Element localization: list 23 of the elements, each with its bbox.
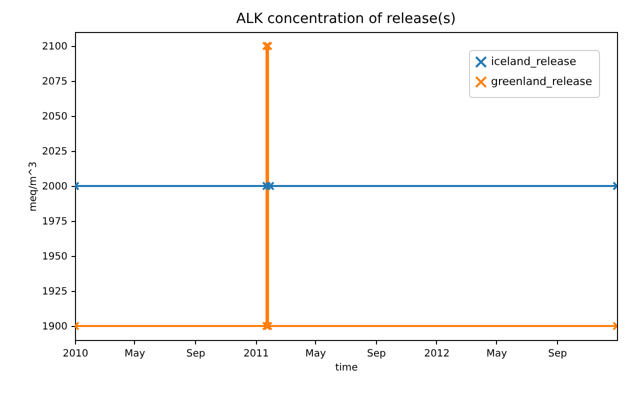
y-axis-title: meq/m^3	[28, 161, 40, 212]
y-tick-label: 2025	[42, 146, 68, 158]
x-tick-label: 2011	[243, 348, 269, 360]
x-tick-label: May	[305, 348, 326, 360]
y-tick-label: 1925	[42, 286, 68, 298]
x-tick-label: Sep	[186, 348, 206, 360]
legend-label: iceland_release	[491, 55, 576, 68]
y-tick-label: 2075	[42, 76, 68, 88]
y-tick-label: 2100	[42, 42, 68, 52]
x-tick-label: Sep	[367, 348, 386, 360]
y-tick-label: 1900	[42, 322, 68, 332]
y-tick-label: 1975	[42, 216, 68, 228]
x-tick-label: May	[124, 348, 146, 360]
x-tick-label: 2012	[424, 348, 450, 360]
x-axis-title: time	[335, 362, 358, 374]
chart-title: ALK concentration of release(s)	[236, 11, 456, 27]
y-tick-label: 2000	[42, 182, 68, 192]
x-tick-label: 2010	[62, 348, 88, 360]
x-tick-label: May	[486, 348, 508, 360]
legend-label: greenland_release	[491, 75, 592, 88]
y-tick-label: 1950	[42, 252, 68, 262]
y-tick-label: 2050	[42, 112, 68, 122]
x-tick-label: Sep	[548, 348, 568, 360]
